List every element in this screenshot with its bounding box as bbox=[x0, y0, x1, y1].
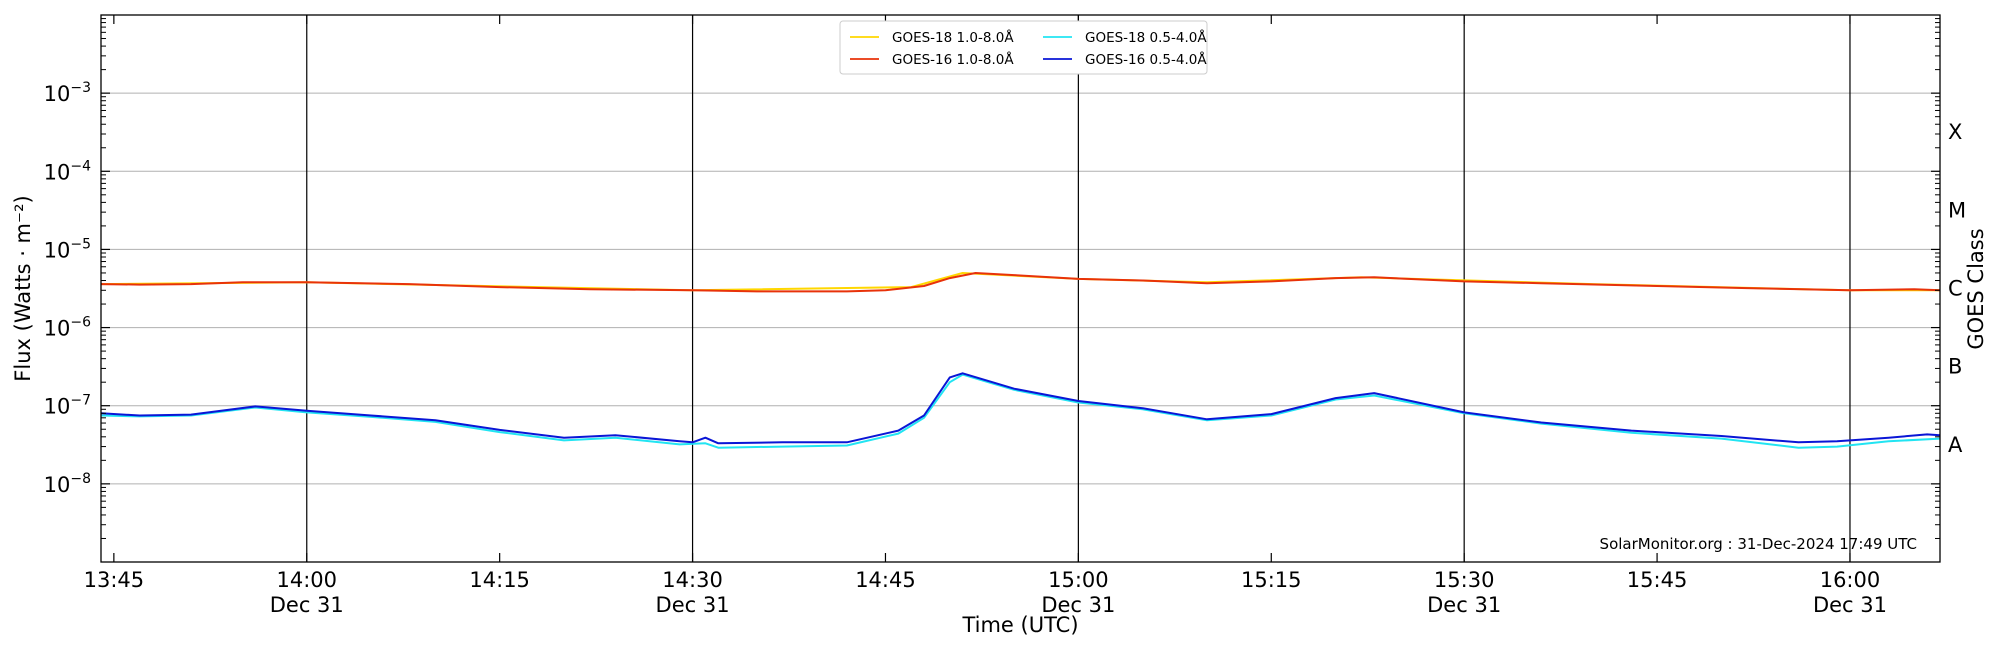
x-tick-label: 13:45 bbox=[84, 568, 145, 592]
y-tick-label: 10−4 bbox=[44, 158, 91, 184]
y-axis-ticks: 10−3 10−4 10−5 10−6 10−7 10−8 bbox=[44, 18, 1940, 539]
x-tick-label: 15:00 bbox=[1048, 568, 1109, 592]
legend-label: GOES-18 1.0-8.0Å bbox=[892, 29, 1014, 46]
x-tick-label: 15:45 bbox=[1627, 568, 1688, 592]
x-tick-date-label: Dec 31 bbox=[656, 593, 730, 617]
y-tick-label: 10−8 bbox=[44, 471, 91, 497]
y-axis-title: Flux (Watts · m⁻²) bbox=[11, 195, 35, 381]
grid-lines bbox=[101, 92, 1940, 485]
x-tick-label: 14:30 bbox=[662, 568, 723, 592]
goes-class-label: B bbox=[1948, 355, 1962, 379]
x-tick-label: 14:15 bbox=[469, 568, 530, 592]
plot-frame bbox=[100, 14, 1941, 563]
x-tick-date-label: Dec 31 bbox=[1041, 593, 1115, 617]
legend-label: GOES-16 1.0-8.0Å bbox=[892, 51, 1014, 68]
series-line bbox=[100, 372, 1941, 445]
series-line bbox=[100, 373, 1941, 449]
x-tick-date-label: Dec 31 bbox=[1813, 593, 1887, 617]
legend: GOES-18 1.0-8.0Å GOES-16 1.0-8.0Å GOES-18 … bbox=[839, 20, 1208, 75]
legend-label: GOES-16 0.5-4.0Å bbox=[1085, 51, 1207, 68]
legend-box bbox=[839, 20, 1208, 75]
goes-class-label: M bbox=[1948, 198, 1966, 222]
x-tick-date-label: Dec 31 bbox=[270, 593, 344, 617]
series-line bbox=[100, 272, 1941, 293]
goes-class-label: C bbox=[1948, 276, 1963, 300]
series-lines bbox=[100, 272, 1941, 449]
legend-label: GOES-18 0.5-4.0Å bbox=[1085, 29, 1207, 46]
x-tick-label: 16:00 bbox=[1820, 568, 1881, 592]
y-tick-label: 10−3 bbox=[44, 80, 91, 106]
y-tick-label: 10−6 bbox=[44, 315, 91, 341]
x-tick-label: 15:30 bbox=[1434, 568, 1495, 592]
credit-text: SolarMonitor.org : 31-Dec-2024 17:49 UTC bbox=[1600, 535, 1917, 553]
x-tick-label: 14:00 bbox=[276, 568, 337, 592]
x-tick-date-label: Dec 31 bbox=[1427, 593, 1501, 617]
goes-class-labels: X M C B A bbox=[1948, 120, 1966, 457]
goes-class-label: A bbox=[1948, 433, 1963, 457]
day-marker-lines bbox=[306, 15, 1851, 562]
y-tick-label: 10−7 bbox=[44, 393, 91, 419]
x-axis-title: Time (UTC) bbox=[961, 613, 1078, 637]
y-tick-label: 10−5 bbox=[44, 236, 91, 262]
x-tick-label: 14:45 bbox=[855, 568, 916, 592]
goes-class-label: X bbox=[1948, 120, 1962, 144]
right-axis-title: GOES Class bbox=[1964, 228, 1988, 349]
x-tick-label: 15:15 bbox=[1241, 568, 1302, 592]
